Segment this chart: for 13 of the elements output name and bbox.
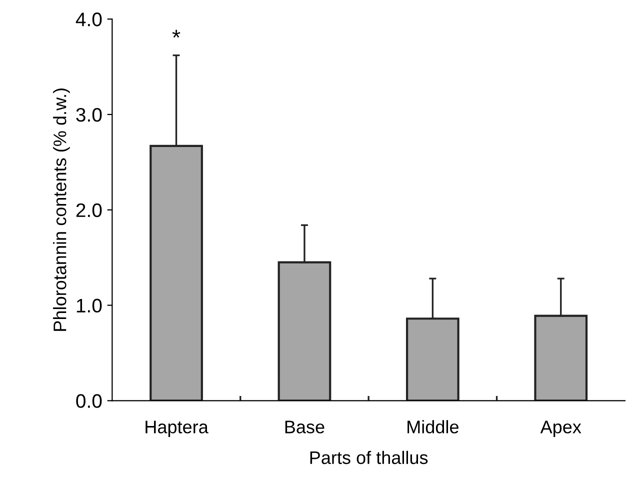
bar xyxy=(150,144,203,401)
x-tick-label: Middle xyxy=(408,420,458,434)
x-tick-label: Haptera xyxy=(146,420,208,437)
y-tick-label: 3.0 xyxy=(76,108,102,122)
y-tick-label: 1.0 xyxy=(76,298,102,313)
y-tick-label: 0.0 xyxy=(76,394,102,408)
y-tick-label: 2.0 xyxy=(76,203,102,218)
annotation: * xyxy=(172,30,180,38)
y-axis-title: Phlorotannin contents (% d.w.) xyxy=(53,88,70,331)
x-axis-title: Parts of thallus xyxy=(310,450,428,464)
y-tick-label: 4.0 xyxy=(76,12,102,26)
x-tick-label: Base xyxy=(285,420,324,434)
x-tick-label: Apex xyxy=(540,420,582,437)
